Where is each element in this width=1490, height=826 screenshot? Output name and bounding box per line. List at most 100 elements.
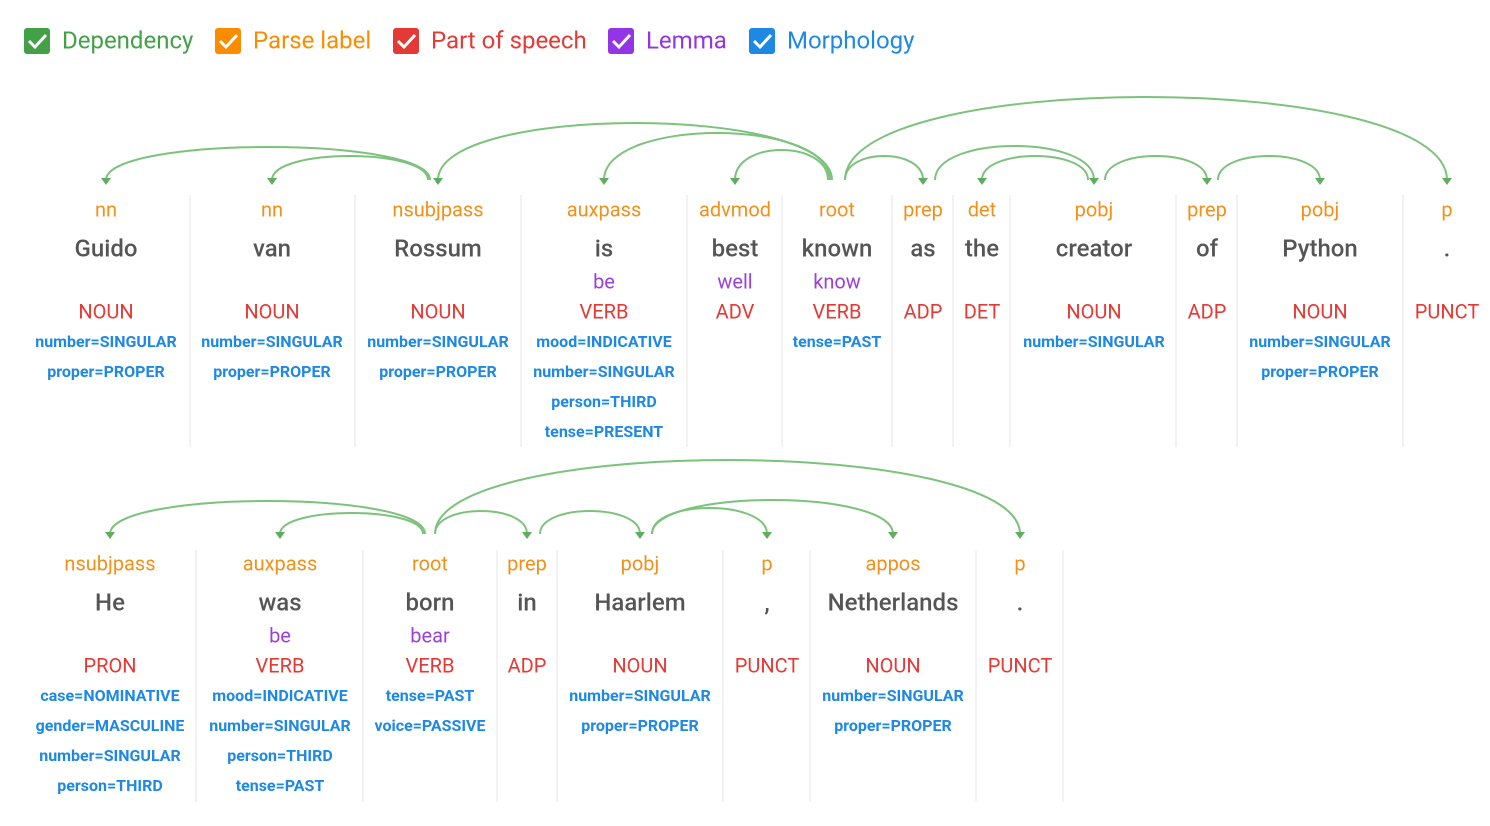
word: as <box>910 234 935 262</box>
dependency-arc <box>934 145 1095 181</box>
option-label[interactable]: Part of speech <box>431 26 587 54</box>
word: the <box>965 234 999 262</box>
parse-label: nn <box>95 197 117 221</box>
morphology: number=SINGULAR <box>201 332 343 351</box>
dependency-arc <box>105 146 431 181</box>
option-label[interactable]: Morphology <box>787 26 915 54</box>
morphology: tense=PAST <box>793 332 882 351</box>
arrow-head <box>267 178 277 185</box>
parse-label: auxpass <box>567 197 642 221</box>
dependency-arc <box>981 155 1089 181</box>
checkbox[interactable] <box>24 28 50 54</box>
morphology: proper=PROPER <box>213 362 331 381</box>
word: Netherlands <box>828 588 959 616</box>
lemma: be <box>269 623 291 647</box>
part-of-speech: ADV <box>716 299 755 323</box>
checkbox[interactable] <box>749 28 775 54</box>
dependency-arc <box>734 149 829 181</box>
parse-label: root <box>412 551 448 575</box>
part-of-speech: NOUN <box>78 299 133 323</box>
word: van <box>253 234 291 262</box>
arrow-head <box>730 178 740 185</box>
check-mark[interactable] <box>396 33 417 50</box>
part-of-speech: PUNCT <box>988 653 1053 677</box>
part-of-speech: VERB <box>813 299 862 323</box>
arrow-head <box>1089 178 1099 185</box>
checkbox[interactable] <box>608 28 634 54</box>
word: is <box>595 234 613 262</box>
part-of-speech: NOUN <box>410 299 465 323</box>
check-mark[interactable] <box>611 33 632 50</box>
parse-label: prep <box>507 551 547 575</box>
parse-label: det <box>968 197 996 221</box>
morphology: tense=PAST <box>386 686 475 705</box>
morphology: case=NOMINATIVE <box>40 686 179 705</box>
option-label[interactable]: Dependency <box>62 26 194 54</box>
parse-label: nsubjpass <box>64 551 155 575</box>
morphology: voice=PASSIVE <box>374 716 485 735</box>
dependency-arc <box>434 458 1021 535</box>
arrow-head <box>635 532 645 539</box>
morphology: number=SINGULAR <box>822 686 964 705</box>
dependency-arc <box>651 499 894 535</box>
part-of-speech: NOUN <box>612 653 667 677</box>
dependency-arc <box>1104 155 1208 181</box>
morphology: mood=INDICATIVE <box>212 686 347 705</box>
part-of-speech: ADP <box>508 653 547 677</box>
parse-label: appos <box>865 551 920 575</box>
lemma: know <box>813 269 861 293</box>
morphology: person=THIRD <box>57 776 162 795</box>
word: known <box>802 234 873 262</box>
part-of-speech: NOUN <box>244 299 299 323</box>
morphology: number=SINGULAR <box>1249 332 1391 351</box>
arrow-head <box>101 178 111 185</box>
lemma: bear <box>410 623 450 647</box>
parse-label: advmod <box>699 197 771 221</box>
option-label[interactable]: Lemma <box>646 26 727 54</box>
word: He <box>95 588 125 616</box>
part-of-speech: NOUN <box>1066 299 1121 323</box>
word: Haarlem <box>594 588 685 616</box>
part-of-speech: VERB <box>580 299 629 323</box>
dependency-arc <box>271 155 429 181</box>
check-mark[interactable] <box>752 33 773 50</box>
word: born <box>406 588 455 616</box>
morphology: number=SINGULAR <box>533 362 675 381</box>
option-label[interactable]: Parse label <box>253 26 371 54</box>
part-of-speech: DET <box>964 299 1001 323</box>
parse-label: auxpass <box>243 551 318 575</box>
dependency-arc <box>279 512 424 535</box>
word: was <box>258 588 301 616</box>
lemma: be <box>593 269 615 293</box>
word: Python <box>1282 234 1358 262</box>
checkbox[interactable] <box>393 28 419 54</box>
dependency-arc <box>1217 155 1321 181</box>
part-of-speech: ADP <box>1188 299 1227 323</box>
arrow-head <box>1315 178 1325 185</box>
dependency-arc <box>109 500 426 535</box>
arrow-head <box>1202 178 1212 185</box>
dependency-arc <box>603 132 831 181</box>
morphology: person=THIRD <box>227 746 332 765</box>
parse-label: p <box>1014 551 1025 575</box>
arrow-head <box>433 178 443 185</box>
word: , <box>764 588 769 616</box>
check-mark[interactable] <box>27 33 48 50</box>
morphology: proper=PROPER <box>1261 362 1379 381</box>
arrow-head <box>275 532 285 539</box>
word: Rossum <box>394 234 482 262</box>
parse-label: pobj <box>621 551 660 575</box>
word: best <box>712 234 759 262</box>
morphology: number=SINGULAR <box>39 746 181 765</box>
check-mark[interactable] <box>218 33 239 50</box>
arrow-head <box>888 532 898 539</box>
part-of-speech: PUNCT <box>1415 299 1480 323</box>
arrow-head <box>1015 532 1025 539</box>
word: Guido <box>75 234 138 262</box>
morphology: tense=PAST <box>236 776 325 795</box>
morphology: number=SINGULAR <box>569 686 711 705</box>
morphology: proper=PROPER <box>834 716 952 735</box>
checkbox[interactable] <box>215 28 241 54</box>
dependency-arc <box>434 510 528 535</box>
